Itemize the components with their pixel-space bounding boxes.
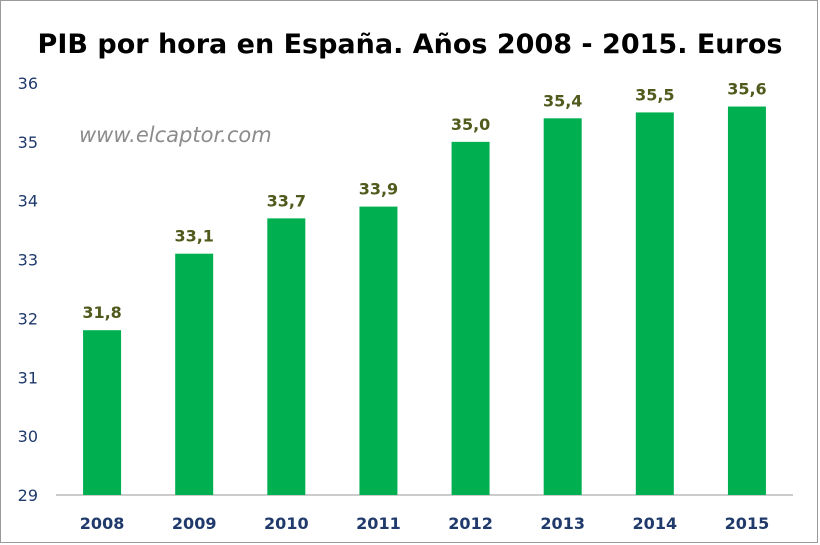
- data-label-2015: 35,6: [727, 80, 766, 99]
- data-labels: 31,8 33,1 33,7 33,9 35,0 35,4 35,5 35,6: [82, 80, 766, 323]
- bar-2010: [267, 218, 306, 495]
- y-tick-label: 33: [18, 251, 38, 270]
- watermark-text: www.elcaptor.com: [79, 123, 272, 147]
- y-tick-label: 32: [18, 309, 38, 328]
- y-tick-label: 36: [18, 74, 38, 93]
- data-label-2012: 35,0: [451, 115, 490, 134]
- bar-2015: [727, 106, 766, 496]
- bar-2011: [359, 206, 398, 495]
- data-label-2014: 35,5: [635, 85, 674, 104]
- data-label-2013: 35,4: [543, 91, 582, 110]
- y-tick-label: 35: [18, 133, 38, 152]
- y-tick-label: 29: [18, 486, 38, 505]
- x-tick-label-2008: 2008: [80, 514, 125, 533]
- chart-title: PIB por hora en España. Años 2008 - 2015…: [37, 29, 783, 60]
- bar-2012: [451, 141, 490, 495]
- data-label-2008: 31,8: [82, 303, 121, 322]
- data-label-2009: 33,1: [174, 227, 213, 246]
- x-tick-label-2011: 2011: [356, 514, 401, 533]
- bar-2009: [175, 253, 214, 495]
- bars: [83, 106, 766, 496]
- bar-2014: [635, 112, 674, 495]
- x-tick-label-2013: 2013: [540, 514, 585, 533]
- x-tick-label-2010: 2010: [264, 514, 309, 533]
- x-axis-ticks: 2008 2009 2010 2011 2012 2013 2014 2015: [80, 514, 769, 533]
- y-tick-label: 34: [18, 192, 38, 211]
- x-tick-label-2015: 2015: [725, 514, 770, 533]
- x-tick-label-2009: 2009: [172, 514, 217, 533]
- x-tick-label-2012: 2012: [448, 514, 493, 533]
- y-tick-label: 30: [18, 427, 38, 446]
- bar-2013: [543, 118, 582, 496]
- y-axis-ticks: 29 30 31 32 33 34 35 36: [18, 74, 38, 505]
- data-label-2010: 33,7: [267, 191, 306, 210]
- bar-2008: [83, 330, 122, 495]
- x-tick-label-2014: 2014: [633, 514, 678, 533]
- y-tick-label: 31: [18, 368, 38, 387]
- data-label-2011: 33,9: [359, 180, 398, 199]
